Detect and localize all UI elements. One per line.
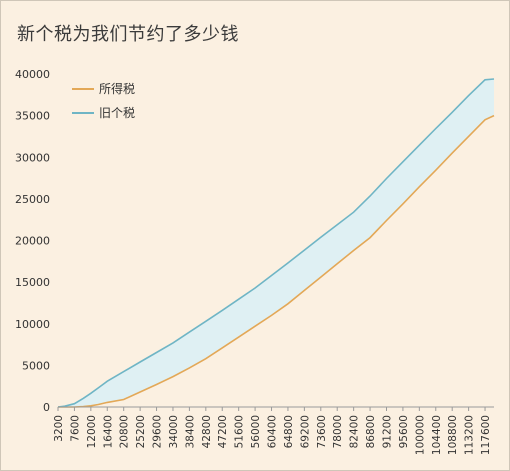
series-line-1 xyxy=(57,78,495,408)
x-tick-label: 100000 xyxy=(414,415,426,455)
x-tick-label: 95600 xyxy=(398,415,410,448)
x-tick-label: 69200 xyxy=(299,415,311,448)
y-tick-label: 0 xyxy=(43,401,50,414)
x-tick-label: 60400 xyxy=(267,415,279,448)
x-tick-label: 16400 xyxy=(102,415,114,448)
x-tick-label: 82400 xyxy=(349,415,361,448)
y-tick-label: 20000 xyxy=(15,235,50,248)
chart-title: 新个税为我们节约了多少钱 xyxy=(17,24,239,45)
y-tick-label: 15000 xyxy=(15,276,50,289)
x-tick-label: 38400 xyxy=(184,415,196,448)
y-tick-label: 30000 xyxy=(15,151,50,164)
x-tick-label: 91200 xyxy=(381,415,393,448)
legend-label-0: 所得税 xyxy=(99,81,135,96)
x-tick-label: 64800 xyxy=(283,415,295,448)
x-tick-label: 20800 xyxy=(119,415,131,448)
x-tick-label: 108800 xyxy=(447,415,459,455)
x-tick-label: 42800 xyxy=(201,415,213,448)
x-tick-label: 25200 xyxy=(135,415,147,448)
plot-area: 0 5000 10000 15000 20000 25000 30000 35000 40000… xyxy=(15,68,495,455)
x-tick-label: 7600 xyxy=(69,415,81,442)
x-tick-label: 78000 xyxy=(332,415,344,448)
series-line-0 xyxy=(58,114,495,408)
x-tick-label: 12000 xyxy=(86,415,98,448)
x-tick-label: 34000 xyxy=(168,415,180,448)
y-tick-label: 10000 xyxy=(15,318,50,331)
x-tick-label: 3200 xyxy=(53,415,65,442)
x-tick-label: 29600 xyxy=(152,415,164,448)
x-tick-label: 113200 xyxy=(464,415,476,455)
difference-band xyxy=(58,79,494,407)
y-tick-label: 25000 xyxy=(15,193,50,206)
y-tick-label: 35000 xyxy=(15,110,50,123)
legend-label-1: 旧个税 xyxy=(99,106,135,120)
x-tick-label: 51600 xyxy=(234,415,246,448)
x-tick-label: 86800 xyxy=(365,415,377,448)
x-tick-label: 117600 xyxy=(480,415,492,455)
y-tick-label: 40000 xyxy=(15,68,50,81)
x-tick-label: 47200 xyxy=(217,415,229,448)
x-tick-label: 56000 xyxy=(250,415,262,448)
y-tick-label: 5000 xyxy=(22,359,50,372)
x-tick-label: 104400 xyxy=(431,415,443,455)
x-tick-label: 73600 xyxy=(316,415,328,448)
